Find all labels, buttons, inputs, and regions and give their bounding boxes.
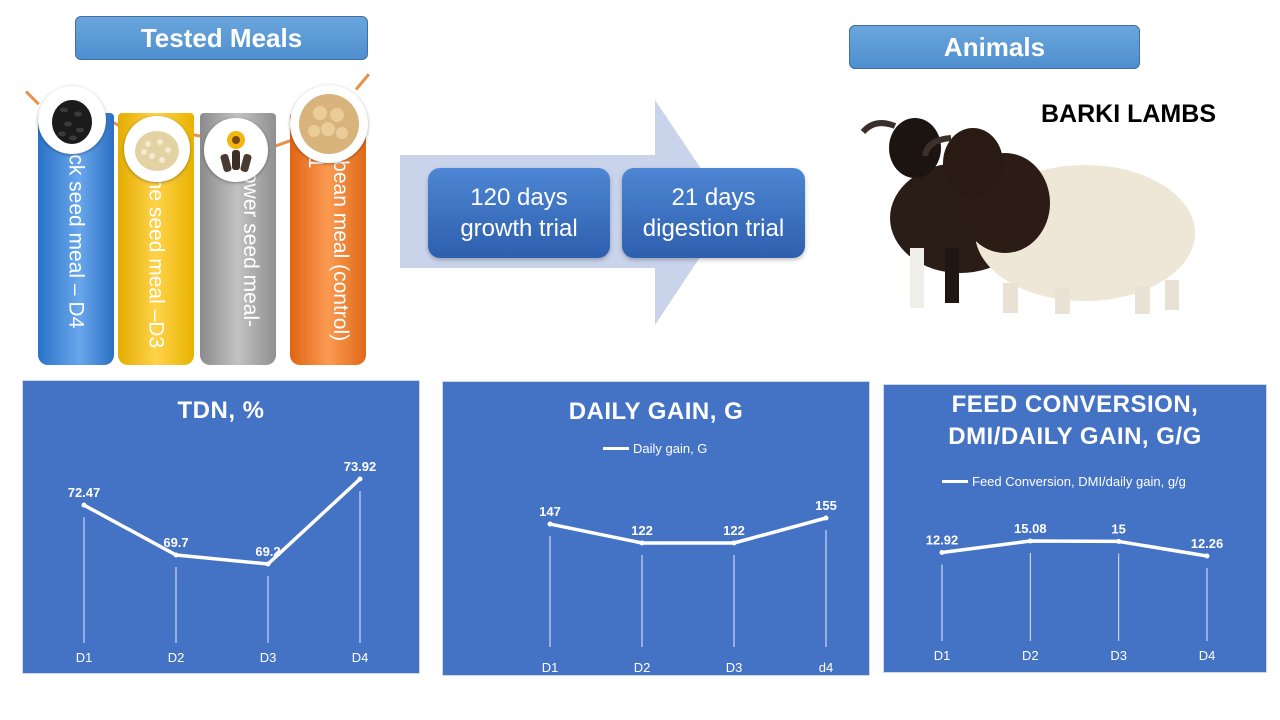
digestion-trial-days: 21 days (671, 184, 756, 211)
tdn-chart-title: TDN, % (177, 397, 265, 424)
daily-gain-chart-panel: DAILY GAIN, G Daily gain, G 147 122 122 155… (442, 381, 870, 676)
daily-gain-legend-label: Daily gain, G (633, 441, 708, 456)
meal-card-black-seed: Black seed meal – D4 (38, 113, 114, 365)
category-label: D4 (1199, 648, 1216, 663)
data-label: 15 (1111, 521, 1125, 536)
series-line (549, 516, 827, 545)
category-label: D1 (934, 648, 951, 663)
data-label: 69.7 (163, 535, 188, 550)
category-label: D4 (352, 650, 369, 665)
data-label: 147 (539, 504, 561, 519)
digestion-trial-box: 21 days digestion trial (622, 168, 805, 258)
data-label: 122 (723, 523, 745, 538)
data-point (639, 540, 645, 546)
data-point (265, 561, 271, 567)
data-point (1116, 538, 1122, 544)
tested-meals-title: Tested Meals (140, 22, 303, 53)
sunflower-seed-image (204, 118, 268, 182)
meal-label-black-seed: Black seed meal – D4 (64, 124, 88, 329)
category-label: D2 (1022, 648, 1039, 663)
feed-conversion-legend: Feed Conversion, DMI/daily gain, g/g (942, 474, 1186, 489)
data-point (547, 521, 553, 527)
feed-conversion-chart-panel: FEED CONVERSION, DMI/DAILY GAIN, G/G Fee… (883, 384, 1267, 673)
category-label: D3 (726, 660, 743, 675)
growth-trial-days: 120 days (470, 184, 568, 211)
tdn-chart-panel: TDN, % 72.47 69.7 69.2 73.92 D1 D2 D3 D4 (22, 380, 420, 674)
barki-lambs-label: BARKI LAMBS (1041, 100, 1216, 128)
legend-line-swatch (603, 447, 629, 450)
data-point (939, 549, 945, 555)
data-point (1204, 553, 1210, 559)
category-label: D1 (542, 660, 559, 675)
data-point (823, 515, 829, 521)
card-connector (354, 73, 371, 91)
data-label: 155 (815, 498, 837, 513)
data-label: 12.92 (926, 532, 959, 547)
feed-conversion-chart: 12.92 15.08 15 12.26 D1 D2 D3 D4 (926, 521, 1224, 663)
tdn-chart: 72.47 69.7 69.2 73.92 D1 D2 D3 D4 (68, 459, 377, 665)
data-label: 12.26 (1191, 536, 1224, 551)
barki-lambs-image (860, 118, 1195, 314)
data-label: 15.08 (1014, 521, 1047, 536)
category-label: D3 (1110, 648, 1127, 663)
growth-trial-label: growth trial (460, 215, 578, 242)
category-label: D3 (260, 650, 277, 665)
data-label: 72.47 (68, 485, 101, 500)
daily-gain-legend: Daily gain, G (603, 441, 707, 456)
black-seed-image (38, 86, 106, 154)
category-label: D1 (76, 650, 93, 665)
sesame-seed-image (124, 116, 190, 182)
data-point (357, 476, 363, 482)
growth-trial-box: 120 days growth trial (428, 168, 610, 258)
soybean-image (290, 85, 368, 163)
feed-conversion-chart-title: FEED CONVERSION, DMI/DAILY GAIN, G/G (884, 389, 1266, 453)
data-point (731, 540, 737, 546)
data-point (1027, 538, 1033, 544)
data-point (81, 502, 87, 508)
animals-title: Animals (943, 31, 1046, 62)
series-line (83, 477, 362, 566)
data-point (173, 552, 179, 558)
digestion-trial-label: digestion trial (642, 215, 785, 242)
data-label: 73.92 (344, 459, 377, 474)
animals-header: Animals (849, 25, 1140, 69)
daily-gain-chart-title: DAILY GAIN, G (568, 398, 744, 425)
category-label: d4 (819, 660, 833, 675)
data-label: 69.2 (255, 544, 280, 559)
category-label: D2 (634, 660, 651, 675)
feed-conversion-title-line1: FEED CONVERSION, (951, 391, 1199, 418)
feed-conversion-legend-label: Feed Conversion, DMI/daily gain, g/g (972, 474, 1186, 489)
data-label: 122 (631, 523, 653, 538)
card-connector (24, 90, 40, 106)
feed-conversion-title-line2: DMI/DAILY GAIN, G/G (948, 423, 1202, 450)
legend-line-swatch (942, 480, 968, 483)
series-line (941, 539, 1208, 558)
tested-meals-header: Tested Meals (75, 16, 368, 60)
daily-gain-chart: 147 122 122 155 D1 D2 D3 d4 (539, 498, 837, 675)
category-label: D2 (168, 650, 185, 665)
